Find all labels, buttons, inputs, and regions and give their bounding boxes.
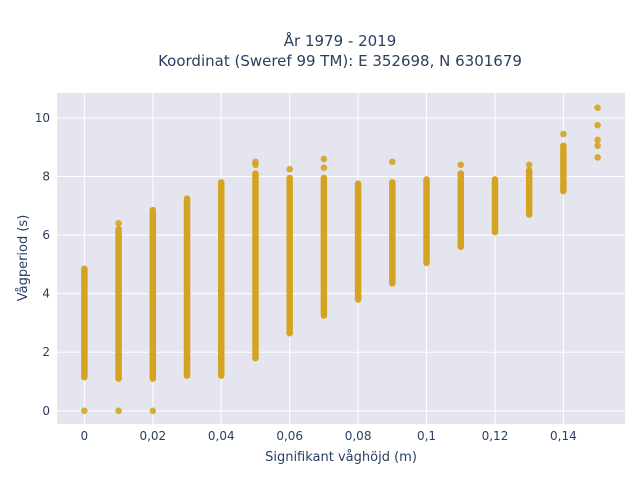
- data-point: [115, 220, 122, 227]
- data-point: [149, 407, 157, 415]
- x-axis-label: Signifikant våghöjd (m): [265, 450, 417, 465]
- data-point: [594, 104, 601, 111]
- data-point: [594, 154, 601, 161]
- x-axis-ticks: 0 0,02 0,04 0,06 0,08 0,1 0,12 0,14: [81, 429, 577, 443]
- chart-title-line1: År 1979 - 2019: [284, 31, 397, 50]
- x-tick-label: 0,1: [417, 429, 436, 443]
- y-tick-label: 10: [35, 111, 50, 125]
- data-point: [320, 155, 328, 163]
- data-point: [81, 407, 88, 415]
- data-point: [594, 136, 601, 144]
- x-tick-label: 0,08: [345, 429, 372, 443]
- data-point: [594, 121, 601, 129]
- data-point: [560, 130, 567, 138]
- plot-area: [57, 93, 625, 424]
- chart-title-line2: Koordinat (Sweref 99 TM): E 352698, N 63…: [158, 52, 522, 70]
- y-tick-label: 4: [42, 287, 50, 301]
- data-point: [320, 164, 328, 171]
- data-point: [594, 142, 601, 150]
- y-tick-label: 0: [42, 404, 50, 418]
- data-point: [115, 407, 122, 415]
- y-tick-label: 6: [42, 228, 50, 242]
- y-axis-ticks: 0 2 4 6 8 10: [35, 111, 50, 418]
- x-tick-label: 0,14: [550, 429, 577, 443]
- x-tick-label: 0,12: [482, 429, 509, 443]
- data-point: [286, 165, 293, 173]
- data-point: [457, 161, 465, 169]
- data-points: [81, 104, 601, 415]
- x-tick-label: 0,02: [139, 429, 166, 443]
- x-tick-label: 0: [81, 429, 89, 443]
- y-axis-label: Vågperiod (s): [16, 215, 31, 302]
- x-tick-label: 0,06: [276, 429, 303, 443]
- data-point: [525, 161, 533, 169]
- x-tick-label: 0,04: [208, 429, 235, 443]
- data-point: [389, 158, 396, 166]
- y-tick-label: 8: [42, 169, 50, 183]
- data-point: [252, 158, 259, 166]
- y-tick-label: 2: [42, 345, 50, 359]
